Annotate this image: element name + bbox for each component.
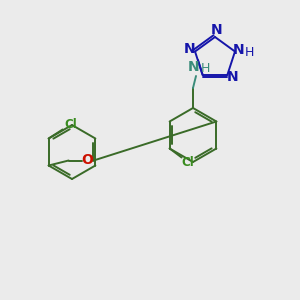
Text: H: H (200, 62, 210, 76)
Text: N: N (188, 60, 200, 74)
Text: Cl: Cl (64, 118, 77, 131)
Text: N: N (184, 41, 196, 56)
Text: N: N (226, 70, 238, 84)
Text: Cl: Cl (181, 156, 194, 169)
Text: N: N (233, 43, 245, 56)
Text: N: N (211, 23, 223, 37)
Text: H: H (244, 46, 254, 59)
Text: O: O (82, 154, 94, 167)
